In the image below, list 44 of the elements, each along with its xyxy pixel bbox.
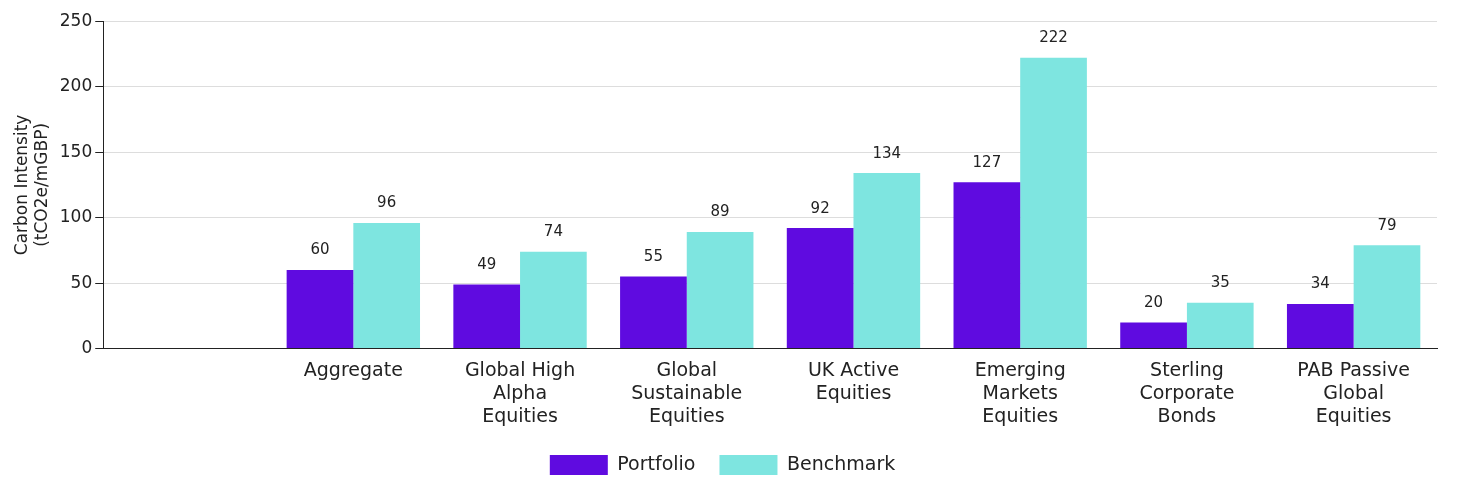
x-tick-label: Global High Alpha Equities bbox=[464, 357, 576, 426]
x-tick-label: PAB Passive Global Equities bbox=[1297, 357, 1410, 426]
y-tick-label: 250 bbox=[59, 9, 93, 30]
data-label: 35 bbox=[1210, 273, 1230, 292]
y-tick-label: 50 bbox=[70, 271, 93, 292]
bar bbox=[1353, 245, 1421, 349]
data-label: 127 bbox=[972, 152, 1002, 171]
x-tick-label: Emerging Markets Equities bbox=[974, 357, 1066, 426]
bar bbox=[353, 222, 421, 349]
data-label: 34 bbox=[1310, 274, 1330, 293]
data-label: 222 bbox=[1039, 28, 1068, 47]
bar bbox=[1286, 304, 1354, 349]
x-tick-label: UK Active Equities bbox=[807, 357, 900, 403]
y-tick-label: 150 bbox=[59, 140, 93, 161]
bar bbox=[1020, 57, 1087, 349]
legend-label: Benchmark bbox=[786, 451, 896, 474]
y-axis-title: Carbon Intensity (tCO2e/mGBP) bbox=[10, 114, 52, 256]
bar bbox=[520, 251, 587, 349]
data-label: 55 bbox=[643, 246, 663, 265]
bar bbox=[853, 173, 921, 349]
legend-label: Portfolio bbox=[617, 451, 696, 474]
data-label: 79 bbox=[1377, 215, 1397, 234]
data-label: 96 bbox=[377, 193, 397, 212]
data-label: 89 bbox=[710, 202, 730, 221]
x-tick-label: Sterling Corporate Bonds bbox=[1139, 357, 1235, 426]
bar bbox=[286, 270, 354, 349]
bar bbox=[786, 228, 854, 349]
bar bbox=[1120, 322, 1187, 349]
y-tick-label: 100 bbox=[59, 206, 93, 227]
bar bbox=[453, 284, 521, 349]
data-label: 49 bbox=[477, 254, 497, 273]
bar bbox=[686, 232, 754, 349]
data-label: 92 bbox=[810, 198, 830, 217]
bar bbox=[953, 182, 1021, 349]
data-label: 74 bbox=[543, 222, 563, 241]
data-label: 60 bbox=[310, 240, 330, 259]
data-label: 20 bbox=[1144, 292, 1164, 311]
x-tick-label: Aggregate bbox=[303, 357, 403, 380]
y-tick-label: 0 bbox=[81, 337, 93, 358]
x-tick-label: Global Sustainable Equities bbox=[631, 357, 743, 426]
bar bbox=[620, 276, 687, 349]
data-label: 134 bbox=[872, 143, 902, 162]
y-tick-label: 200 bbox=[59, 75, 93, 96]
bar bbox=[1186, 302, 1254, 349]
